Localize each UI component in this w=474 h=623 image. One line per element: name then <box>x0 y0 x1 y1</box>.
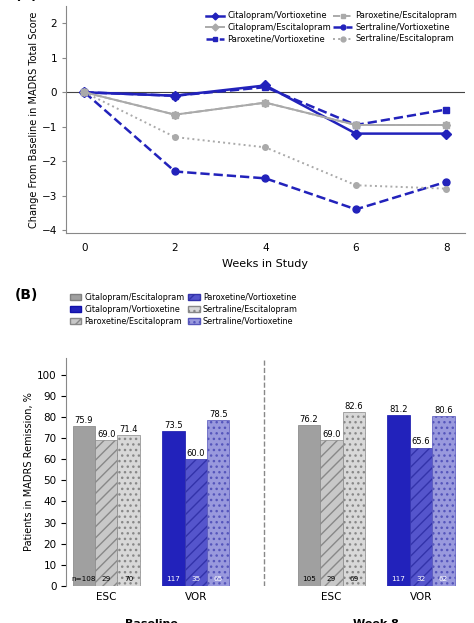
Text: 65: 65 <box>213 576 223 583</box>
Text: 35: 35 <box>191 576 201 583</box>
Bar <box>432 416 455 586</box>
Legend: Citalopram/Vortioxetine, Citalopram/Escitalopram, Paroxetine/Vortioxetine, Parox: Citalopram/Vortioxetine, Citalopram/Esci… <box>202 8 460 47</box>
Bar <box>343 412 365 586</box>
Text: 29: 29 <box>101 576 111 583</box>
Text: 70: 70 <box>124 576 133 583</box>
Text: 29: 29 <box>327 576 336 583</box>
Text: 69: 69 <box>349 576 358 583</box>
Text: 73.5: 73.5 <box>164 421 182 430</box>
Text: 117: 117 <box>166 576 180 583</box>
Bar <box>184 459 207 586</box>
Text: 80.6: 80.6 <box>434 406 453 415</box>
Text: 82.6: 82.6 <box>345 402 363 411</box>
Text: 71.4: 71.4 <box>119 425 138 434</box>
Bar <box>95 440 118 586</box>
Text: 69.0: 69.0 <box>97 430 116 439</box>
Text: Week 8: Week 8 <box>353 619 399 623</box>
Bar <box>387 415 410 586</box>
Text: (B): (B) <box>15 288 38 302</box>
Bar <box>320 440 343 586</box>
Legend: Citalopram/Escitalopram, Citalopram/Vortioxetine, Paroxetine/Escitalopram, Parox: Citalopram/Escitalopram, Citalopram/Vort… <box>66 290 301 329</box>
Bar <box>410 447 432 586</box>
Text: 76.2: 76.2 <box>300 415 319 424</box>
Text: Baseline: Baseline <box>125 619 177 623</box>
Text: 32: 32 <box>416 576 426 583</box>
Text: 62: 62 <box>439 576 448 583</box>
Bar <box>298 426 320 586</box>
Y-axis label: Patients in MADRS Remission, %: Patients in MADRS Remission, % <box>24 392 34 551</box>
Text: 75.9: 75.9 <box>74 416 93 425</box>
Bar <box>118 435 140 586</box>
Text: 69.0: 69.0 <box>322 430 341 439</box>
Y-axis label: Change From Baseline in MADRS Total Score: Change From Baseline in MADRS Total Scor… <box>29 12 39 228</box>
Text: 81.2: 81.2 <box>389 404 408 414</box>
Text: 105: 105 <box>302 576 316 583</box>
Bar <box>207 421 229 586</box>
Text: 78.5: 78.5 <box>209 410 228 419</box>
Bar <box>73 426 95 586</box>
X-axis label: Weeks in Study: Weeks in Study <box>222 259 309 269</box>
Text: 60.0: 60.0 <box>186 449 205 458</box>
Bar <box>162 431 184 586</box>
Text: (A): (A) <box>15 0 38 2</box>
Text: 117: 117 <box>392 576 406 583</box>
Text: 65.6: 65.6 <box>411 437 430 446</box>
Text: n=108: n=108 <box>72 576 96 583</box>
